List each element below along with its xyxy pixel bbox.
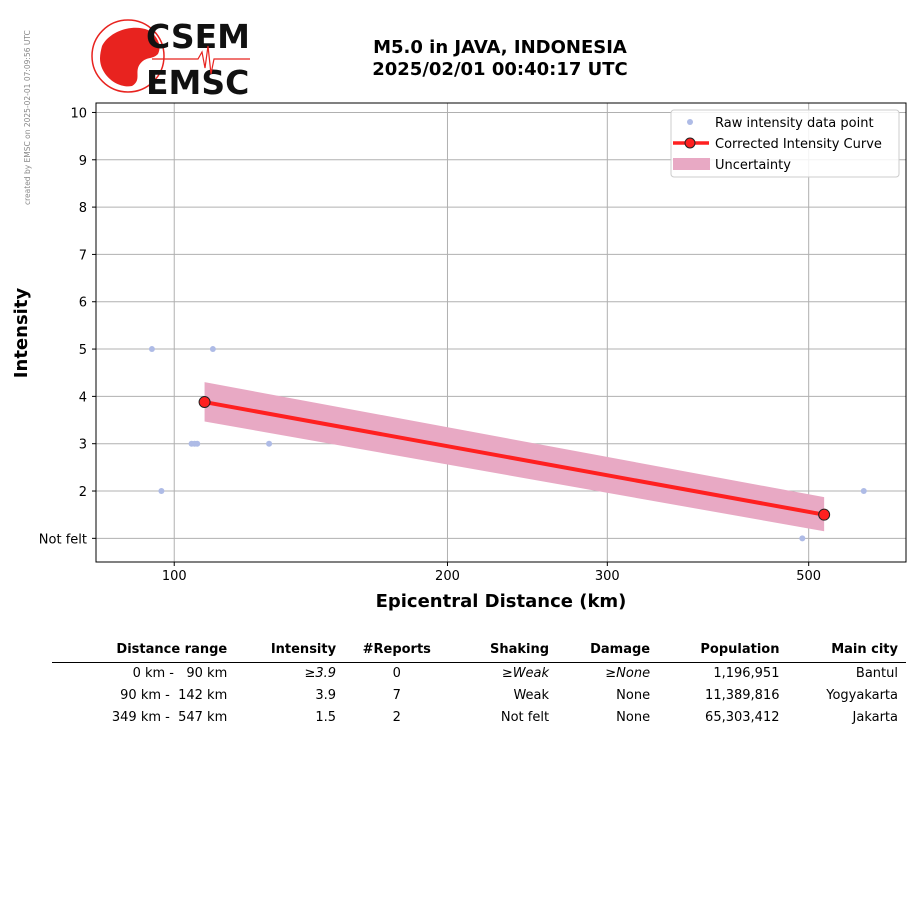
cell-distance: 90 km - 142 km [120, 688, 228, 703]
cell-shaking: Not felt [500, 710, 550, 725]
table-header-row: Distance range Intensity #Reports Shakin… [52, 640, 906, 663]
y-axis-ticks: Not felt 2 3 4 5 6 7 8 9 10 [39, 106, 96, 547]
col-damage: Damage [557, 640, 659, 663]
y-tick-label: 5 [79, 343, 87, 358]
cell-reports: 7 [392, 688, 401, 703]
creation-note: created by EMSC on 2025-02-01 07:09:56 U… [23, 30, 32, 205]
legend-curve-label: Corrected Intensity Curve [715, 137, 882, 152]
x-tick-label: 200 [435, 569, 460, 584]
legend-raw-label: Raw intensity data point [715, 116, 874, 131]
chart-title: M5.0 in JAVA, INDONESIA 2025/02/01 00:40… [300, 37, 700, 81]
legend-raw-marker [687, 119, 693, 125]
cell-city: Yogyakarta [826, 688, 898, 703]
table-row: 349 km - 547 km 1.5 2 Not felt None 65,3… [52, 707, 906, 729]
cell-reports: 0 [392, 666, 401, 681]
raw-data-point [266, 440, 273, 447]
intensity-summary-table: Distance range Intensity #Reports Shakin… [52, 640, 906, 729]
cell-intensity: 1.5 [315, 710, 337, 725]
y-tick-label: 2 [79, 485, 87, 500]
cell-population: 11,389,816 [705, 688, 780, 703]
logo-globe [91, 19, 165, 93]
logo-seismogram [152, 45, 250, 75]
x-tick-label: 300 [595, 569, 620, 584]
col-shaking: Shaking [457, 640, 558, 663]
cell-city: Bantul [855, 666, 898, 681]
raw-data-point [209, 346, 216, 353]
cell-population: 65,303,412 [705, 710, 780, 725]
logo-line1: CSEM [146, 17, 250, 56]
cell-distance: 349 km - 547 km [111, 710, 228, 725]
x-tick-label: 500 [796, 569, 821, 584]
cell-city: Jakarta [852, 710, 898, 725]
legend-band-swatch [673, 158, 710, 170]
x-axis-label: Epicentral Distance (km) [376, 591, 627, 612]
raw-data-point [148, 346, 155, 353]
legend-band-label: Uncertainty [715, 158, 791, 173]
csem-emsc-logo: CSEM EMSC [91, 17, 250, 100]
y-tick-label: 9 [79, 154, 87, 169]
cell-reports: 2 [392, 710, 401, 725]
cell-shaking: ≥Weak [501, 666, 550, 681]
y-tick-label: 8 [79, 201, 87, 216]
raw-data-point [860, 488, 867, 495]
logo-line2: EMSC [146, 63, 249, 100]
corrected-curve-layer [198, 396, 831, 521]
plot-frame [95, 102, 907, 563]
table-row: 90 km - 142 km 3.9 7 Weak None 11,389,81… [52, 685, 906, 707]
y-tick-label: Not felt [39, 532, 87, 547]
raw-data-point [799, 535, 806, 542]
col-reports: #Reports [344, 640, 458, 663]
cell-damage: None [616, 710, 651, 725]
creation-note-text: created by EMSC on 2025-02-01 07:09:56 U… [23, 30, 32, 205]
corrected-curve-marker [198, 396, 211, 409]
y-tick-label: 7 [79, 248, 87, 263]
cell-distance: 0 km - 90 km [132, 666, 228, 681]
corrected-curve-marker [818, 508, 831, 521]
y-tick-label: 10 [70, 106, 87, 121]
col-population: Population [658, 640, 788, 663]
cell-shaking: Weak [513, 688, 550, 703]
cell-intensity: ≥3.9 [304, 666, 337, 681]
legend-curve-marker [684, 137, 696, 149]
raw-points-layer [148, 346, 867, 542]
title-line2: 2025/02/01 00:40:17 UTC [372, 59, 628, 80]
col-intensity: Intensity [235, 640, 345, 663]
cell-damage: ≥None [605, 666, 651, 681]
table-row: 0 km - 90 km ≥3.9 0 ≥Weak ≥None 1,196,95… [52, 663, 906, 686]
chart-legend: Raw intensity data point Corrected Inten… [670, 109, 900, 178]
cell-intensity: 3.9 [315, 688, 337, 703]
intensity-chart: 100 200 300 500 Not felt 2 3 4 5 6 7 8 9 10 Epicentr… [11, 102, 907, 612]
y-tick-label: 6 [79, 296, 87, 311]
y-axis-label: Intensity [11, 288, 32, 379]
y-tick-label: 4 [79, 390, 87, 405]
legend-frame [670, 109, 900, 178]
corrected-curve-line [204, 400, 825, 517]
logo-globe-landmass [100, 27, 160, 87]
title-line1: M5.0 in JAVA, INDONESIA [373, 37, 627, 58]
raw-data-point [194, 440, 201, 447]
cell-damage: None [616, 688, 651, 703]
cell-population: 1,196,951 [713, 666, 780, 681]
col-city: Main city [787, 640, 906, 663]
x-axis-ticks: 100 200 300 500 [162, 562, 821, 584]
y-tick-label: 3 [79, 438, 87, 453]
raw-data-point [158, 488, 165, 495]
col-distance: Distance range [52, 640, 236, 663]
x-tick-label: 100 [162, 569, 187, 584]
